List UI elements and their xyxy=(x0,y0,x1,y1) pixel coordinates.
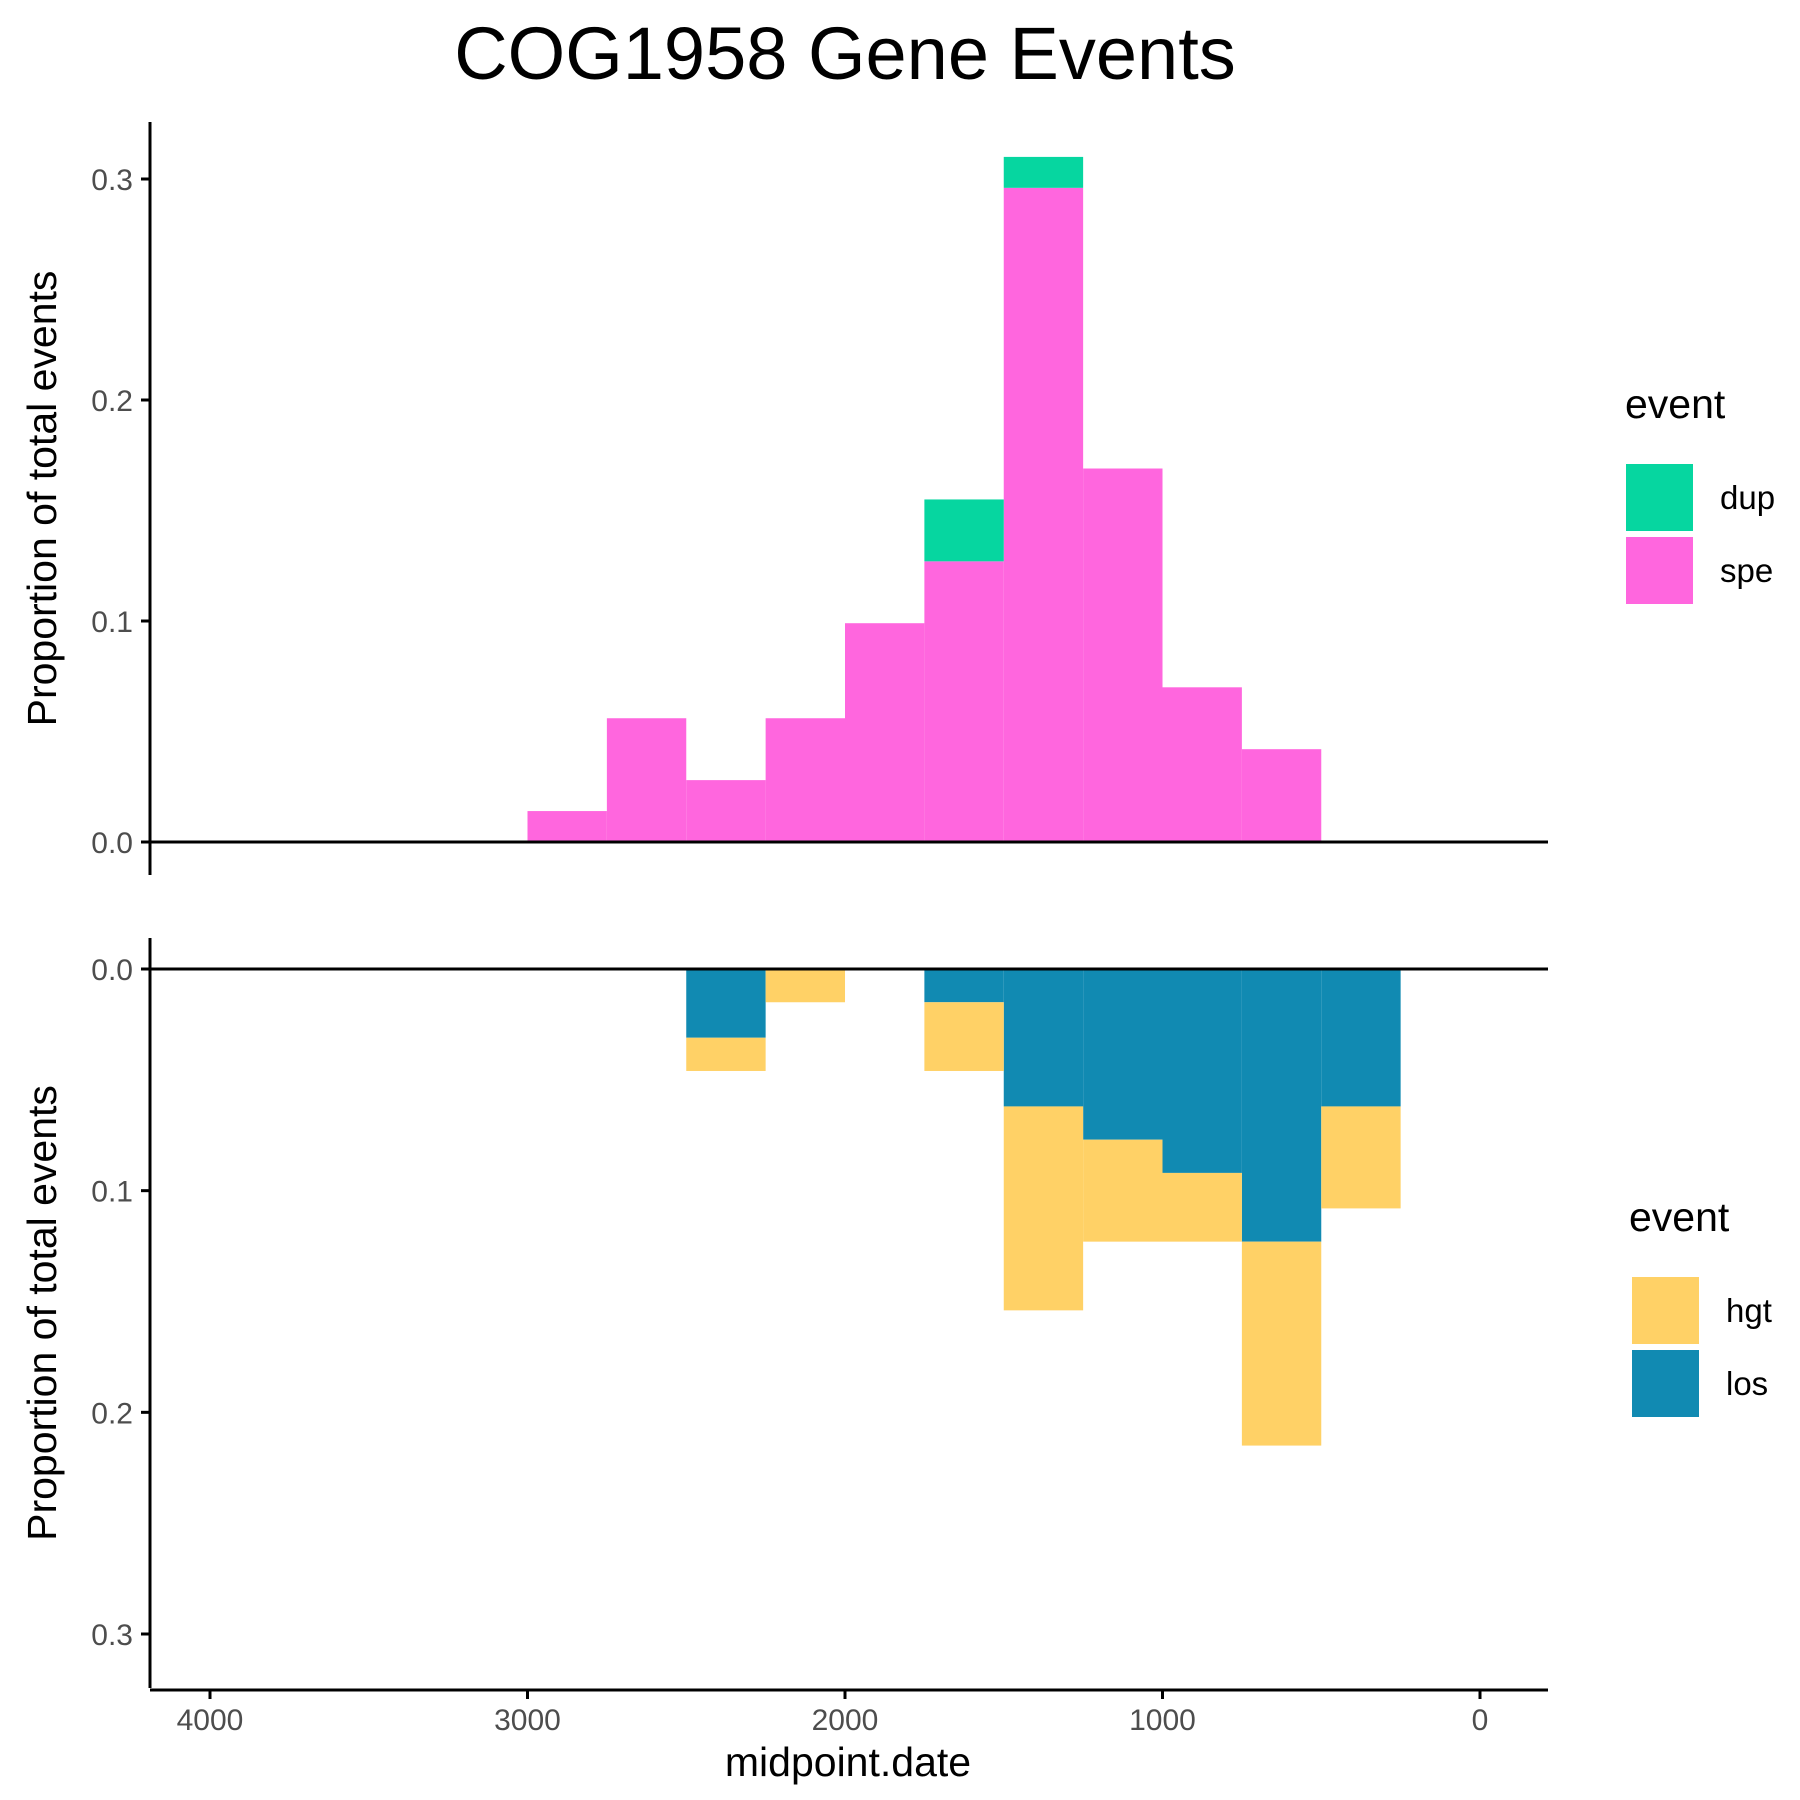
x-tick-label: 4000 xyxy=(177,1704,244,1737)
bar-hgt-2125 xyxy=(765,969,846,1003)
x-tick-label: 3000 xyxy=(494,1704,561,1737)
y-tick-label: 0.3 xyxy=(91,1619,133,1652)
legend-title: event xyxy=(1629,1194,1730,1240)
bar-los-1125 xyxy=(1083,969,1163,1140)
legend-key-los xyxy=(1632,1350,1699,1417)
bar-los-875 xyxy=(1162,969,1242,1173)
bar-spe-1625 xyxy=(924,561,1004,842)
chart-panels: 0.0 0.1 0.2 0.3 Proportion of total events ev… xyxy=(19,122,1775,1737)
x-axis-title: midpoint.date xyxy=(725,1739,971,1785)
bar-los-375 xyxy=(1321,969,1401,1107)
bar-spe-2625 xyxy=(606,718,687,842)
legend-key-dup xyxy=(1626,464,1693,531)
y-tick-label: 0.0 xyxy=(91,954,133,987)
panel-1: 0.0 0.1 0.2 0.3 Proportion of total events ev… xyxy=(19,122,1775,875)
y-tick-label: 0.1 xyxy=(91,606,133,639)
bar-dup-1375 xyxy=(1003,156,1084,188)
y-axis-title: Proportion of total events xyxy=(19,1085,65,1541)
legend-label-los: los xyxy=(1726,1365,1768,1402)
bar-hgt-2375 xyxy=(686,1037,766,1071)
x-tick-label: 1000 xyxy=(1129,1704,1196,1737)
legend-label-hgt: hgt xyxy=(1726,1292,1772,1329)
legend-title: event xyxy=(1625,381,1726,427)
y-tick-label: 0.2 xyxy=(91,1397,133,1430)
panel-2: 0.0 0.1 0.2 0.3 Proportion of total events ev… xyxy=(19,938,1772,1688)
bar-spe-2375 xyxy=(686,780,766,842)
bar-hgt-625 xyxy=(1241,1241,1322,1446)
x-tick-label: 2000 xyxy=(812,1704,879,1737)
y-tick-label: 0.1 xyxy=(91,1176,133,1209)
legend-label-dup: dup xyxy=(1720,479,1775,516)
bar-los-1375 xyxy=(1003,969,1084,1107)
bar-spe-625 xyxy=(1241,749,1322,842)
bar-los-2375 xyxy=(686,969,766,1038)
bar-dup-1625 xyxy=(924,499,1004,562)
bar-spe-875 xyxy=(1162,687,1242,842)
legend-key-hgt xyxy=(1632,1277,1699,1344)
bar-los-1625 xyxy=(924,969,1004,1003)
bar-hgt-1375 xyxy=(1003,1106,1084,1311)
chart-title: COG1958 Gene Events xyxy=(454,12,1236,95)
bar-los-625 xyxy=(1241,969,1322,1242)
bar-spe-2125 xyxy=(765,718,846,842)
bar-hgt-375 xyxy=(1321,1106,1401,1209)
y-axis-title: Proportion of total events xyxy=(19,271,65,727)
bar-hgt-1625 xyxy=(924,1002,1004,1071)
y-tick-label: 0.3 xyxy=(91,164,133,197)
y-tick-label: 0.2 xyxy=(91,385,133,418)
bar-spe-1125 xyxy=(1083,468,1163,842)
bar-hgt-1125 xyxy=(1083,1139,1163,1242)
bar-hgt-875 xyxy=(1162,1172,1242,1242)
bar-spe-1375 xyxy=(1003,187,1084,843)
legend-label-spe: spe xyxy=(1720,552,1773,589)
y-tick-label: 0.0 xyxy=(91,827,133,860)
legend-key-spe xyxy=(1626,537,1693,604)
x-tick-label: 0 xyxy=(1472,1704,1489,1737)
bar-spe-1875 xyxy=(845,623,925,842)
bar-spe-2875 xyxy=(527,811,607,842)
